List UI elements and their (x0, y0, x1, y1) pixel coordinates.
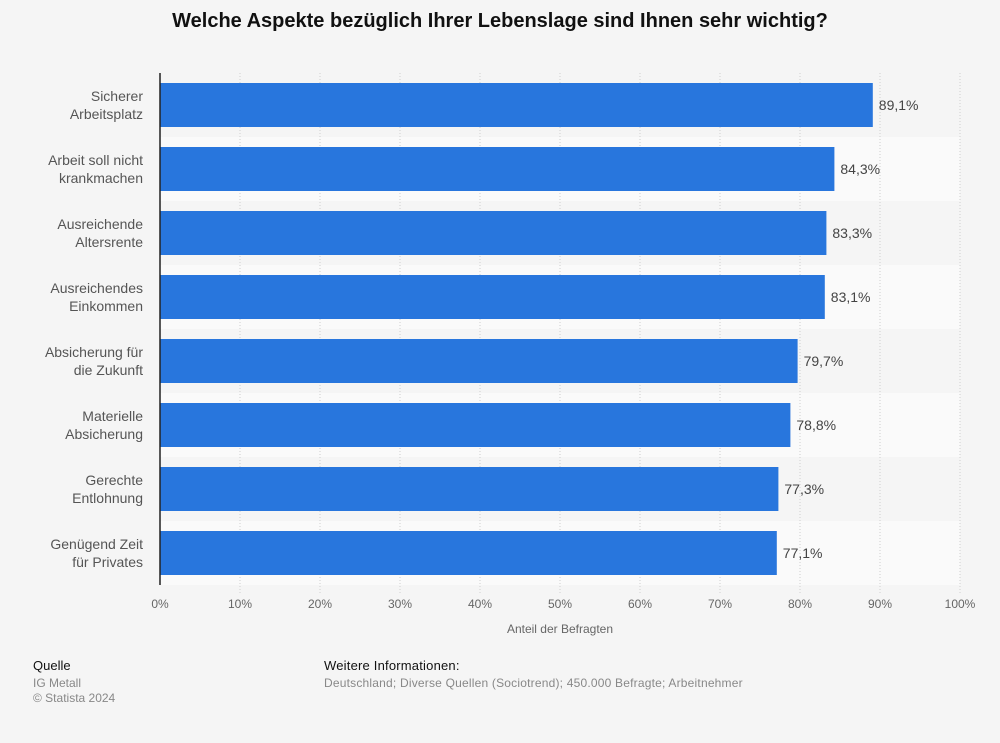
category-label-line: Ausreichendes (50, 280, 143, 296)
value-label: 78,8% (796, 417, 836, 433)
x-tick-label: 20% (308, 597, 332, 611)
category-label-line: Arbeit soll nicht (48, 152, 143, 168)
info-title: Weitere Informationen: (324, 658, 460, 673)
value-label: 84,3% (840, 161, 880, 177)
category-label: Gerechte Entlohnung (3, 471, 143, 507)
x-tick-label: 30% (388, 597, 412, 611)
category-label-line: für Privates (72, 554, 143, 570)
value-label: 83,3% (832, 225, 872, 241)
bar (160, 403, 791, 447)
category-label-line: Absicherung (65, 426, 143, 442)
value-label: 79,7% (804, 353, 844, 369)
x-tick-label: 70% (708, 597, 732, 611)
value-label: 89,1% (879, 97, 919, 113)
x-tick-label: 40% (468, 597, 492, 611)
category-label-line: Absicherung für (44, 344, 143, 360)
bar (160, 275, 825, 319)
category-label-line: Materielle (82, 408, 143, 424)
source-line-2: © Statista 2024 (33, 691, 116, 705)
category-label-line: Entlohnung (72, 490, 143, 506)
category-label-line: Gerechte (85, 472, 143, 488)
x-tick-label: 90% (868, 597, 892, 611)
category-label-line: Einkommen (69, 298, 143, 314)
category-label-line: Arbeitsplatz (69, 106, 143, 122)
bar (160, 531, 777, 575)
category-label: Ausreichende Altersrente (3, 215, 143, 251)
source-line-1: IG Metall (33, 676, 82, 690)
bar (160, 467, 779, 511)
x-tick-label: 50% (548, 597, 572, 611)
bar (160, 339, 798, 383)
info-text: Deutschland; Diverse Quellen (Sociotrend… (324, 676, 743, 690)
value-label: 83,1% (831, 289, 871, 305)
source-title: Quelle (33, 658, 71, 673)
category-label: Absicherung für die Zukunft (3, 343, 143, 379)
category-label-line: krankmachen (58, 170, 143, 186)
category-label-line: Genügend Zeit (50, 536, 143, 552)
x-tick-label: 60% (628, 597, 652, 611)
x-axis-title: Anteil der Befragten (507, 622, 613, 636)
category-label: Ausreichendes Einkommen (3, 279, 143, 315)
category-label: Genügend Zeit für Privates (3, 535, 143, 571)
category-label-line: Ausreichende (57, 216, 143, 232)
category-label: Arbeit soll nicht krankmachen (3, 151, 143, 187)
category-label: Materielle Absicherung (3, 407, 143, 443)
category-label-line: Sicherer (90, 88, 143, 104)
bar (160, 83, 873, 127)
bar (160, 211, 827, 255)
category-label-line: Altersrente (75, 234, 143, 250)
x-tick-label: 100% (945, 597, 976, 611)
x-tick-label: 10% (228, 597, 252, 611)
chart-title: Welche Aspekte bezüglich Ihrer Lebenslag… (172, 10, 828, 32)
value-label: 77,3% (784, 481, 824, 497)
x-tick-label: 0% (151, 597, 169, 611)
category-label-line: die Zukunft (73, 362, 143, 378)
category-label: Sicherer Arbeitsplatz (3, 87, 143, 123)
value-label: 77,1% (783, 545, 823, 561)
bar (160, 147, 835, 191)
x-tick-label: 80% (788, 597, 812, 611)
